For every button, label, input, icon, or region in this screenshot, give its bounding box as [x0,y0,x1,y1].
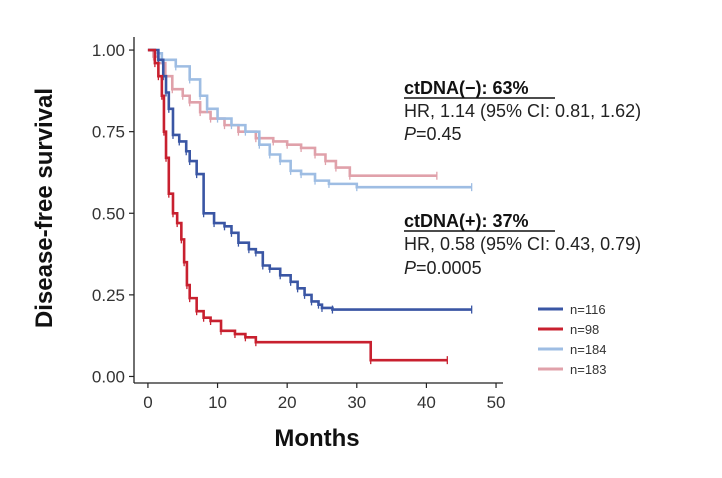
x-tick-label: 50 [487,393,506,412]
y-tick-label: 0.50 [92,204,125,223]
x-tick-label: 20 [278,393,297,412]
annotation-p-value: =0.45 [416,124,462,144]
y-tick-label: 0.75 [92,123,125,142]
axes [129,37,503,388]
legend-label: n=98 [570,322,599,337]
annotation-title: ctDNA(−): 63% [404,78,529,98]
annotation-hr: HR, 0.58 (95% CI: 0.43, 0.79) [404,234,641,254]
plot-area [147,48,473,365]
x-tick-label: 40 [417,393,436,412]
legend-item: n=184 [538,342,607,357]
annotation-p: P=0.0005 [404,258,482,278]
y-tick-label: 1.00 [92,41,125,60]
legend-item: n=98 [538,322,599,337]
survival-curve-n-98 [147,48,448,362]
annotation-title: ctDNA(+): 37% [404,211,529,231]
x-tick-label: 30 [347,393,366,412]
x-tick-label: 0 [143,393,152,412]
annotation-ctdna-positive: ctDNA(+): 37% HR, 0.58 (95% CI: 0.43, 0.… [404,211,641,278]
x-axis-label: Months [274,425,359,452]
annotation-p-label: P [404,124,416,144]
y-tick-label: 0.00 [92,367,125,386]
x-tick-label: 10 [208,393,227,412]
annotation-p: P=0.45 [404,124,462,144]
legend: n=116 n=98 n=184 n=183 [538,302,607,377]
y-axis-label: Disease-free survival [31,88,58,328]
y-tick-label: 0.25 [92,286,125,305]
legend-label: n=184 [570,342,607,357]
annotation-p-value: =0.0005 [416,258,482,278]
annotation-hr: HR, 1.14 (95% CI: 0.81, 1.62) [404,101,641,121]
survival-curve-n-183 [147,48,437,178]
annotation-ctdna-negative: ctDNA(−): 63% HR, 1.14 (95% CI: 0.81, 1.… [404,78,641,144]
survival-curve-n-116 [147,48,472,311]
legend-label: n=116 [570,302,606,317]
tick-labels: 0 10 20 30 40 50 0.00 0.25 0.50 0.75 1.00 [92,41,506,412]
legend-label: n=183 [570,362,607,377]
annotation-p-label: P [404,258,416,278]
legend-item: n=183 [538,362,607,377]
legend-item: n=116 [538,302,606,317]
